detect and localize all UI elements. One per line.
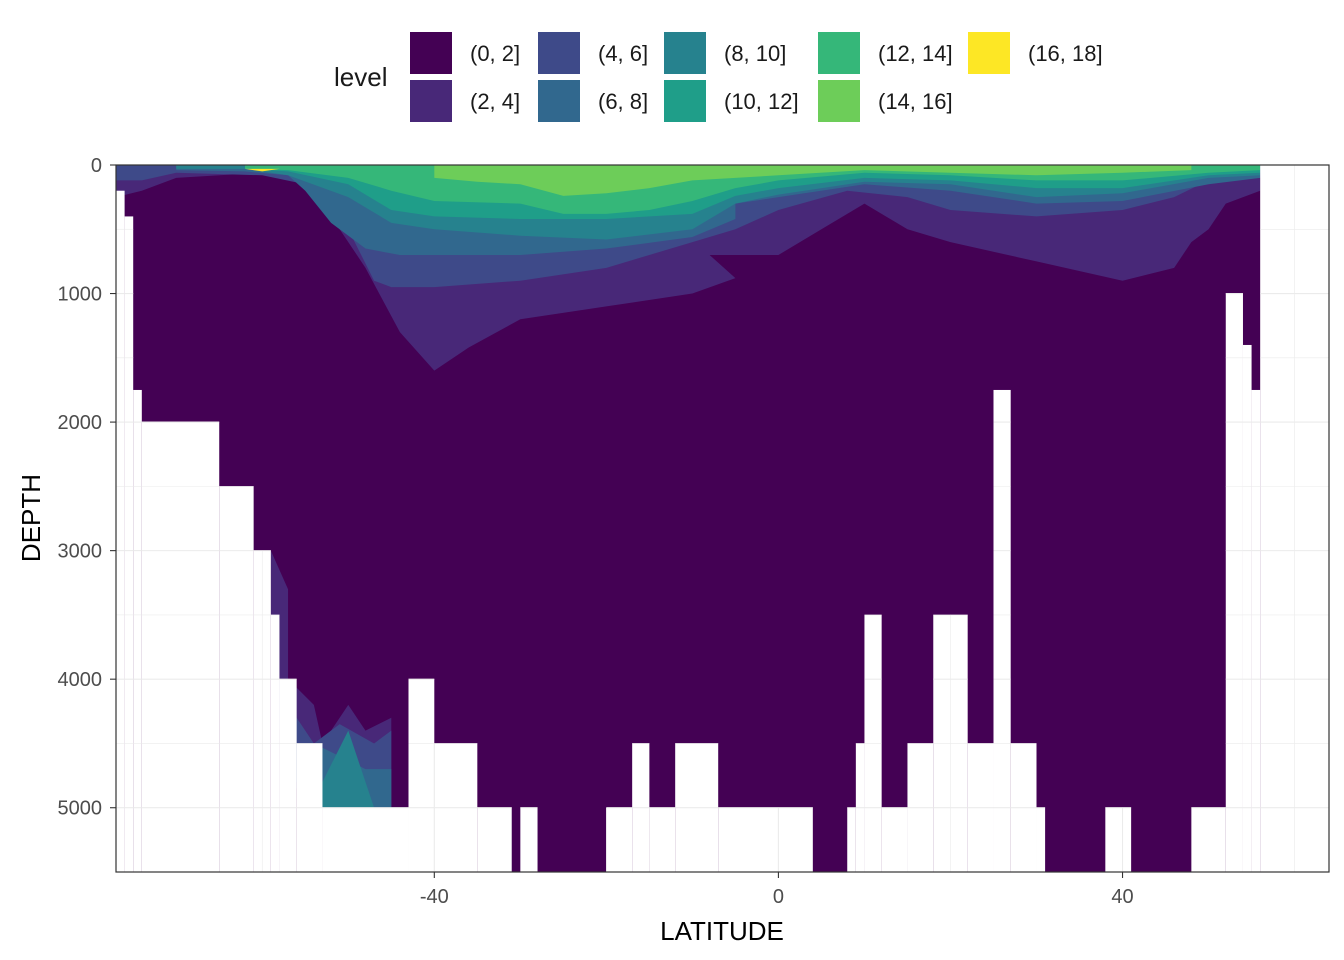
legend-label: (2, 4]	[470, 89, 521, 114]
y-tick-label: 3000	[58, 541, 103, 563]
y-tick-label: 5000	[58, 798, 103, 820]
plot-panel-border	[115, 164, 1330, 873]
y-axis-title: DEPTH	[16, 474, 46, 562]
seafloor-mask	[649, 807, 676, 872]
seafloor-mask	[1225, 293, 1243, 873]
legend-swatch	[664, 32, 706, 74]
seafloor-mask	[1242, 344, 1252, 872]
legend-label: (16, 18]	[1028, 41, 1103, 66]
seafloor-mask	[1036, 807, 1046, 872]
x-axis-title: LATITUDE	[660, 916, 784, 946]
legend-swatch	[818, 32, 860, 74]
seafloor-mask	[124, 216, 134, 872]
seafloor-mask	[520, 807, 538, 872]
legend-swatch	[664, 80, 706, 122]
legend-label: (6, 8]	[598, 89, 649, 114]
seafloor-mask	[133, 389, 142, 872]
legend-swatch	[538, 32, 580, 74]
legend-label: (0, 2]	[470, 41, 521, 66]
legend-title: level	[334, 62, 388, 92]
legend-label: (4, 6]	[598, 41, 649, 66]
deep-contour-patch	[322, 730, 375, 808]
seafloor-mask	[1105, 807, 1132, 872]
seafloor-mask	[322, 807, 409, 872]
seafloor-mask	[279, 679, 297, 872]
axes: -40 0 40 0 1000 2000 3000 4000 5000	[58, 155, 1134, 908]
y-tick-label: 4000	[58, 669, 103, 691]
seafloor-mask	[847, 807, 856, 872]
legend-swatch	[410, 80, 452, 122]
seafloor-mask	[116, 190, 125, 872]
seafloor-mask	[141, 422, 220, 872]
seafloor-mask	[1251, 389, 1261, 872]
seafloor-mask	[477, 807, 512, 872]
legend-swatch	[538, 80, 580, 122]
legend-swatch	[818, 80, 860, 122]
legend-label: (8, 10]	[724, 41, 787, 66]
seafloor-mask	[881, 807, 908, 872]
x-tick-label: 0	[773, 886, 784, 908]
legend-label: (12, 14]	[878, 41, 953, 66]
contour-fills	[116, 165, 1329, 872]
seafloor-mask	[1191, 807, 1226, 872]
legend-label: (14, 16]	[878, 89, 953, 114]
x-tick-label: 40	[1111, 886, 1133, 908]
contour-band	[434, 165, 1192, 196]
y-tick-label: 1000	[58, 284, 103, 306]
seafloor-mask	[606, 807, 633, 872]
seafloor-mask	[408, 679, 435, 872]
seafloor-mask	[718, 807, 813, 872]
x-tick-label: -40	[420, 886, 449, 908]
contour-band	[245, 168, 280, 172]
legend-swatch	[968, 32, 1010, 74]
legend: level (0, 2] (2, 4] (4, 6] (6, 8] (8, 10] (10…	[334, 28, 1134, 128]
seafloor-mask	[993, 389, 1011, 872]
legend-label: (10, 12]	[724, 89, 799, 114]
y-tick-label: 2000	[58, 412, 103, 434]
legend-swatch	[410, 32, 452, 74]
y-tick-label: 0	[91, 155, 102, 177]
bathymetry-mask	[116, 164, 1329, 873]
